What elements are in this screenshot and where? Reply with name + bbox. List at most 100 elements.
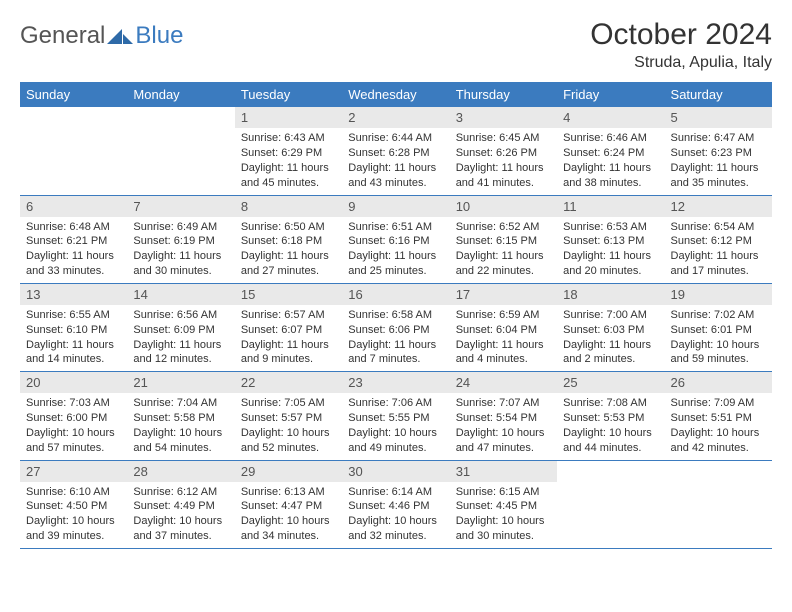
day-details: Sunrise: 7:02 AMSunset: 6:01 PMDaylight:… [665, 305, 772, 371]
calendar-day-cell: 8Sunrise: 6:50 AMSunset: 6:18 PMDaylight… [235, 195, 342, 283]
day-details: Sunrise: 6:15 AMSunset: 4:45 PMDaylight:… [450, 482, 557, 548]
calendar-day-cell: 1Sunrise: 6:43 AMSunset: 6:29 PMDaylight… [235, 107, 342, 195]
day-details: Sunrise: 6:45 AMSunset: 6:26 PMDaylight:… [450, 128, 557, 194]
calendar-body: 1Sunrise: 6:43 AMSunset: 6:29 PMDaylight… [20, 107, 772, 549]
day-number: 3 [450, 107, 557, 128]
calendar-empty-cell [20, 107, 127, 195]
day-details: Sunrise: 7:07 AMSunset: 5:54 PMDaylight:… [450, 393, 557, 459]
calendar-day-cell: 15Sunrise: 6:57 AMSunset: 6:07 PMDayligh… [235, 283, 342, 371]
calendar-day-cell: 18Sunrise: 7:00 AMSunset: 6:03 PMDayligh… [557, 283, 664, 371]
calendar-day-cell: 21Sunrise: 7:04 AMSunset: 5:58 PMDayligh… [127, 372, 234, 460]
day-number: 26 [665, 372, 772, 393]
day-number: 9 [342, 196, 449, 217]
day-details: Sunrise: 7:08 AMSunset: 5:53 PMDaylight:… [557, 393, 664, 459]
calendar-day-cell: 19Sunrise: 7:02 AMSunset: 6:01 PMDayligh… [665, 283, 772, 371]
calendar-day-cell: 31Sunrise: 6:15 AMSunset: 4:45 PMDayligh… [450, 460, 557, 548]
calendar-day-cell: 10Sunrise: 6:52 AMSunset: 6:15 PMDayligh… [450, 195, 557, 283]
day-number: 12 [665, 196, 772, 217]
calendar-day-cell: 12Sunrise: 6:54 AMSunset: 6:12 PMDayligh… [665, 195, 772, 283]
day-details: Sunrise: 7:00 AMSunset: 6:03 PMDaylight:… [557, 305, 664, 371]
day-number: 25 [557, 372, 664, 393]
day-details: Sunrise: 6:49 AMSunset: 6:19 PMDaylight:… [127, 217, 234, 283]
calendar-day-cell: 7Sunrise: 6:49 AMSunset: 6:19 PMDaylight… [127, 195, 234, 283]
location-subtitle: Struda, Apulia, Italy [590, 54, 772, 72]
page-header: General Blue October 2024 Struda, Apulia… [20, 18, 772, 72]
day-number: 28 [127, 461, 234, 482]
day-number: 2 [342, 107, 449, 128]
day-number: 23 [342, 372, 449, 393]
day-details: Sunrise: 7:04 AMSunset: 5:58 PMDaylight:… [127, 393, 234, 459]
day-details: Sunrise: 6:46 AMSunset: 6:24 PMDaylight:… [557, 128, 664, 194]
day-details: Sunrise: 6:55 AMSunset: 6:10 PMDaylight:… [20, 305, 127, 371]
day-number: 7 [127, 196, 234, 217]
day-number: 17 [450, 284, 557, 305]
brand-sail-icon [107, 27, 133, 45]
day-details: Sunrise: 6:10 AMSunset: 4:50 PMDaylight:… [20, 482, 127, 548]
calendar-day-cell: 14Sunrise: 6:56 AMSunset: 6:09 PMDayligh… [127, 283, 234, 371]
day-details: Sunrise: 6:50 AMSunset: 6:18 PMDaylight:… [235, 217, 342, 283]
title-block: October 2024 Struda, Apulia, Italy [590, 18, 772, 72]
day-number: 6 [20, 196, 127, 217]
calendar-day-cell: 23Sunrise: 7:06 AMSunset: 5:55 PMDayligh… [342, 372, 449, 460]
calendar-day-cell: 24Sunrise: 7:07 AMSunset: 5:54 PMDayligh… [450, 372, 557, 460]
day-number: 11 [557, 196, 664, 217]
day-number: 16 [342, 284, 449, 305]
brand-text-general: General [20, 22, 105, 50]
calendar-day-cell: 22Sunrise: 7:05 AMSunset: 5:57 PMDayligh… [235, 372, 342, 460]
calendar-day-cell: 20Sunrise: 7:03 AMSunset: 6:00 PMDayligh… [20, 372, 127, 460]
calendar-day-cell: 25Sunrise: 7:08 AMSunset: 5:53 PMDayligh… [557, 372, 664, 460]
day-details: Sunrise: 6:12 AMSunset: 4:49 PMDaylight:… [127, 482, 234, 548]
calendar-day-cell: 27Sunrise: 6:10 AMSunset: 4:50 PMDayligh… [20, 460, 127, 548]
day-number: 24 [450, 372, 557, 393]
day-header: Friday [557, 82, 664, 107]
calendar-day-cell: 16Sunrise: 6:58 AMSunset: 6:06 PMDayligh… [342, 283, 449, 371]
day-number: 8 [235, 196, 342, 217]
day-details: Sunrise: 6:14 AMSunset: 4:46 PMDaylight:… [342, 482, 449, 548]
calendar-day-cell: 9Sunrise: 6:51 AMSunset: 6:16 PMDaylight… [342, 195, 449, 283]
day-number: 15 [235, 284, 342, 305]
day-details: Sunrise: 6:47 AMSunset: 6:23 PMDaylight:… [665, 128, 772, 194]
day-number: 27 [20, 461, 127, 482]
day-details: Sunrise: 6:13 AMSunset: 4:47 PMDaylight:… [235, 482, 342, 548]
day-details: Sunrise: 7:03 AMSunset: 6:00 PMDaylight:… [20, 393, 127, 459]
day-number: 22 [235, 372, 342, 393]
day-number: 10 [450, 196, 557, 217]
calendar-week-row: 13Sunrise: 6:55 AMSunset: 6:10 PMDayligh… [20, 283, 772, 371]
day-details: Sunrise: 6:59 AMSunset: 6:04 PMDaylight:… [450, 305, 557, 371]
calendar-table: SundayMondayTuesdayWednesdayThursdayFrid… [20, 82, 772, 549]
calendar-day-cell: 3Sunrise: 6:45 AMSunset: 6:26 PMDaylight… [450, 107, 557, 195]
calendar-day-cell: 6Sunrise: 6:48 AMSunset: 6:21 PMDaylight… [20, 195, 127, 283]
calendar-week-row: 1Sunrise: 6:43 AMSunset: 6:29 PMDaylight… [20, 107, 772, 195]
day-details: Sunrise: 6:53 AMSunset: 6:13 PMDaylight:… [557, 217, 664, 283]
calendar-day-cell: 2Sunrise: 6:44 AMSunset: 6:28 PMDaylight… [342, 107, 449, 195]
calendar-day-cell: 13Sunrise: 6:55 AMSunset: 6:10 PMDayligh… [20, 283, 127, 371]
day-number: 13 [20, 284, 127, 305]
calendar-day-cell: 30Sunrise: 6:14 AMSunset: 4:46 PMDayligh… [342, 460, 449, 548]
day-header: Thursday [450, 82, 557, 107]
day-details: Sunrise: 6:52 AMSunset: 6:15 PMDaylight:… [450, 217, 557, 283]
day-details: Sunrise: 7:09 AMSunset: 5:51 PMDaylight:… [665, 393, 772, 459]
day-header: Wednesday [342, 82, 449, 107]
day-number: 5 [665, 107, 772, 128]
calendar-week-row: 27Sunrise: 6:10 AMSunset: 4:50 PMDayligh… [20, 460, 772, 548]
day-number: 21 [127, 372, 234, 393]
month-title: October 2024 [590, 18, 772, 52]
calendar-day-cell: 17Sunrise: 6:59 AMSunset: 6:04 PMDayligh… [450, 283, 557, 371]
day-details: Sunrise: 6:56 AMSunset: 6:09 PMDaylight:… [127, 305, 234, 371]
day-details: Sunrise: 6:57 AMSunset: 6:07 PMDaylight:… [235, 305, 342, 371]
day-details: Sunrise: 7:05 AMSunset: 5:57 PMDaylight:… [235, 393, 342, 459]
day-details: Sunrise: 6:44 AMSunset: 6:28 PMDaylight:… [342, 128, 449, 194]
day-number: 14 [127, 284, 234, 305]
calendar-empty-cell [127, 107, 234, 195]
day-number: 30 [342, 461, 449, 482]
brand-text-blue: Blue [135, 22, 183, 50]
day-number: 31 [450, 461, 557, 482]
day-header: Sunday [20, 82, 127, 107]
day-header: Monday [127, 82, 234, 107]
day-number: 29 [235, 461, 342, 482]
calendar-day-cell: 5Sunrise: 6:47 AMSunset: 6:23 PMDaylight… [665, 107, 772, 195]
calendar-day-cell: 4Sunrise: 6:46 AMSunset: 6:24 PMDaylight… [557, 107, 664, 195]
calendar-day-cell: 11Sunrise: 6:53 AMSunset: 6:13 PMDayligh… [557, 195, 664, 283]
day-details: Sunrise: 6:43 AMSunset: 6:29 PMDaylight:… [235, 128, 342, 194]
day-details: Sunrise: 6:48 AMSunset: 6:21 PMDaylight:… [20, 217, 127, 283]
